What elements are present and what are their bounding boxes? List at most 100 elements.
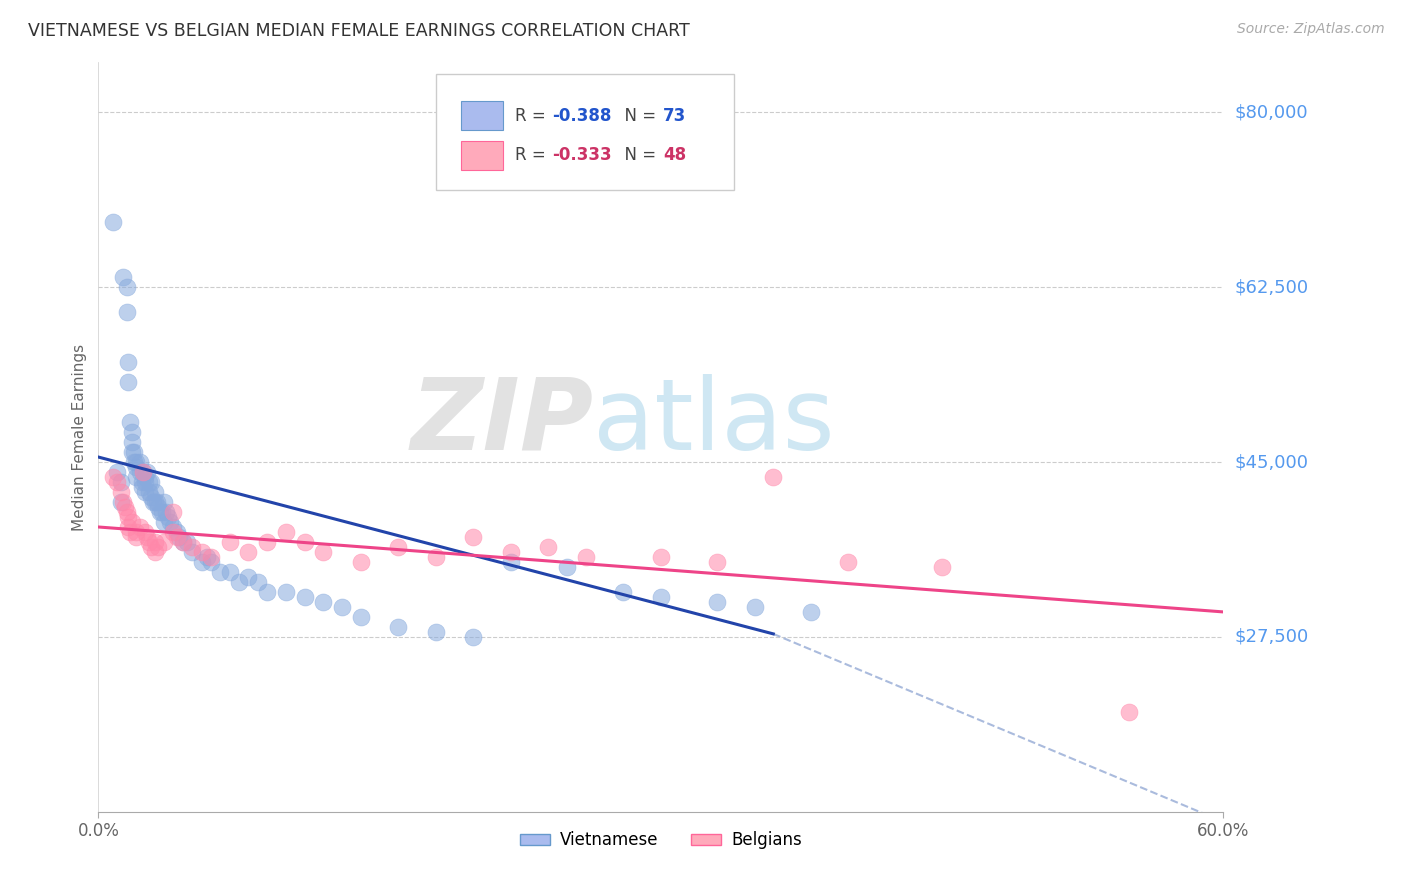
Point xyxy=(499,545,522,559)
Point xyxy=(744,599,766,614)
Point xyxy=(136,530,159,544)
Point xyxy=(122,455,145,469)
Text: R =: R = xyxy=(515,146,551,164)
Point xyxy=(122,445,145,459)
Point xyxy=(463,630,485,644)
Point xyxy=(125,460,148,475)
Point xyxy=(132,465,155,479)
Point xyxy=(800,605,823,619)
Point xyxy=(110,495,132,509)
Point xyxy=(162,524,184,539)
Point xyxy=(256,585,278,599)
Point xyxy=(256,535,278,549)
Point xyxy=(555,560,578,574)
Point xyxy=(138,485,160,500)
Point xyxy=(238,570,260,584)
Point xyxy=(105,475,128,489)
Point xyxy=(148,500,170,514)
Point xyxy=(117,355,139,369)
Point xyxy=(330,599,353,614)
Text: 48: 48 xyxy=(664,146,686,164)
Point xyxy=(136,465,159,479)
Point xyxy=(575,549,598,564)
Point xyxy=(218,535,240,549)
Point xyxy=(172,535,194,549)
Point xyxy=(120,524,142,539)
Point xyxy=(166,530,188,544)
Text: Source: ZipAtlas.com: Source: ZipAtlas.com xyxy=(1237,22,1385,37)
Point xyxy=(148,540,170,554)
Point xyxy=(706,595,728,609)
Text: -0.333: -0.333 xyxy=(551,146,612,164)
Point xyxy=(274,585,297,599)
Point xyxy=(312,545,335,559)
Point xyxy=(238,545,260,559)
Point xyxy=(139,540,162,554)
Point xyxy=(537,540,560,554)
Point xyxy=(181,540,204,554)
Point xyxy=(115,305,138,319)
Point xyxy=(143,485,166,500)
Point xyxy=(121,445,143,459)
Point xyxy=(128,455,150,469)
Point xyxy=(120,415,142,429)
Point xyxy=(612,585,634,599)
FancyBboxPatch shape xyxy=(436,74,734,190)
Point xyxy=(706,555,728,569)
Point xyxy=(117,520,139,534)
Point xyxy=(114,500,136,514)
Point xyxy=(143,495,166,509)
Text: VIETNAMESE VS BELGIAN MEDIAN FEMALE EARNINGS CORRELATION CHART: VIETNAMESE VS BELGIAN MEDIAN FEMALE EARN… xyxy=(28,22,690,40)
Point xyxy=(166,524,188,539)
Point xyxy=(150,505,173,519)
FancyBboxPatch shape xyxy=(461,102,503,130)
Point xyxy=(650,590,672,604)
Point xyxy=(138,475,160,489)
Point xyxy=(650,549,672,564)
Point xyxy=(200,549,222,564)
Point xyxy=(110,485,132,500)
Point xyxy=(103,470,125,484)
Point xyxy=(499,555,522,569)
Point xyxy=(425,549,447,564)
Point xyxy=(387,620,409,634)
Point xyxy=(162,505,184,519)
Point xyxy=(131,480,153,494)
Point xyxy=(153,515,176,529)
Point xyxy=(246,574,269,589)
Text: N =: N = xyxy=(613,107,661,125)
Text: $45,000: $45,000 xyxy=(1234,453,1309,471)
Point xyxy=(125,455,148,469)
Text: N =: N = xyxy=(613,146,661,164)
Point xyxy=(115,505,138,519)
Point xyxy=(125,530,148,544)
Point xyxy=(134,485,156,500)
Point xyxy=(228,574,250,589)
Point xyxy=(350,555,373,569)
Point xyxy=(387,540,409,554)
Point xyxy=(274,524,297,539)
Point xyxy=(125,524,148,539)
Point xyxy=(931,560,953,574)
Point xyxy=(209,565,232,579)
Point xyxy=(153,535,176,549)
Point xyxy=(155,505,177,519)
Point xyxy=(181,545,204,559)
Point xyxy=(121,425,143,439)
Point xyxy=(463,530,485,544)
Point xyxy=(128,520,150,534)
Point xyxy=(138,535,160,549)
Point xyxy=(200,555,222,569)
Text: -0.388: -0.388 xyxy=(551,107,612,125)
Point xyxy=(103,215,125,229)
Point xyxy=(172,535,194,549)
Point xyxy=(132,465,155,479)
Text: $80,000: $80,000 xyxy=(1234,103,1308,121)
Point xyxy=(190,545,212,559)
Point xyxy=(117,375,139,389)
Point xyxy=(143,545,166,559)
Point xyxy=(762,470,785,484)
Point xyxy=(117,510,139,524)
Point xyxy=(294,590,316,604)
Point xyxy=(162,520,184,534)
